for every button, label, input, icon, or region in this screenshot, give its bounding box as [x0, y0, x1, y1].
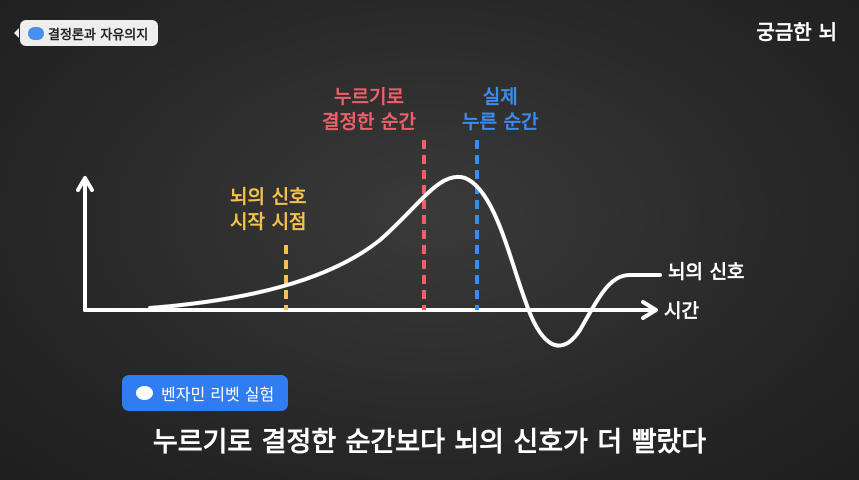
brain-icon	[28, 26, 44, 40]
curve-label: 뇌의 신호	[668, 261, 745, 283]
label-line: 결정한 순간	[322, 111, 417, 133]
channel-logo: 궁금한 뇌	[756, 20, 837, 44]
label-line: 누른 순간	[462, 111, 539, 133]
topic-badge: 결정론과 자유의지	[13, 20, 159, 46]
pressed-label: 실제 누른 순간	[462, 85, 539, 135]
y-axis	[76, 176, 94, 312]
brain-signal-curve	[148, 174, 662, 348]
experiment-label: 벤자민 리벳 실험	[161, 385, 275, 404]
label-line: 누르기로	[334, 86, 404, 108]
x-axis	[83, 300, 658, 320]
label-line: 시작 시점	[230, 211, 307, 233]
decided-label: 누르기로 결정한 순간	[322, 85, 416, 135]
topic-label: 결정론과 자유의지	[48, 27, 149, 43]
signal-start-label: 뇌의 신호 시작 시점	[230, 185, 307, 235]
experiment-tag: 벤자민 리벳 실험	[122, 375, 289, 411]
speech-bubble-icon	[136, 386, 153, 400]
subtitle: 누르기로 결정한 순간보다 뇌의 신호가 더 빨랐다	[152, 427, 707, 458]
label-line: 뇌의 신호	[230, 186, 307, 208]
label-line: 실제	[482, 86, 518, 108]
x-axis-label: 시간	[664, 300, 699, 322]
